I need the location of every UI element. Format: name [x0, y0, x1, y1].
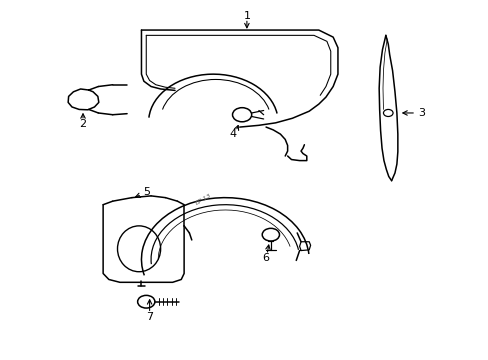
Text: 2: 2	[79, 118, 86, 129]
Text: EP-13: EP-13	[195, 193, 212, 206]
Text: 3: 3	[417, 108, 425, 118]
Text: 1: 1	[243, 11, 250, 21]
Text: 4: 4	[229, 129, 236, 139]
Text: 7: 7	[146, 312, 153, 322]
Text: 5: 5	[142, 186, 149, 197]
Text: 6: 6	[262, 253, 269, 263]
